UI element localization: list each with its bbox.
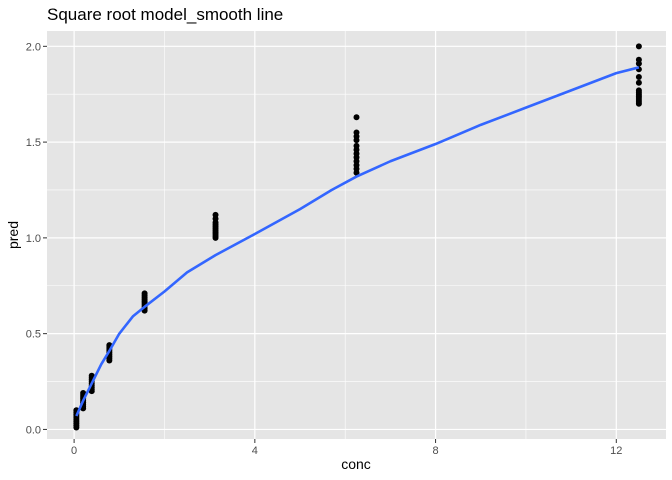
y-tick-label: 0.0 [26,424,41,436]
x-tick-label: 4 [252,445,258,457]
chart-title: Square root model_smooth line [47,5,283,24]
x-axis-ticks: 0 4 8 12 [71,439,622,457]
data-point [80,390,87,397]
data-point [353,142,360,149]
data-point [635,73,642,80]
data-point [635,79,642,86]
data-point [353,129,360,136]
x-tick-label: 12 [610,445,622,457]
plot-panel [47,31,666,439]
data-point [635,87,642,94]
y-tick-label: 1.0 [26,233,41,245]
data-point [635,56,642,63]
grid-minor [47,31,666,439]
smooth-line [75,66,640,417]
data-point [353,114,360,121]
data-point [635,43,642,50]
y-axis-ticks: 0.0 0.5 1.0 1.5 2.0 [26,41,47,436]
data-point [212,211,219,218]
x-axis-title: conc [341,456,371,472]
data-point [88,372,95,379]
y-axis-title: pred [5,221,21,249]
data-point [141,290,148,297]
y-tick-label: 2.0 [26,41,41,53]
y-tick-label: 1.5 [26,137,41,149]
grid-major [47,31,666,439]
x-tick-label: 0 [71,445,77,457]
x-tick-label: 8 [433,445,439,457]
y-tick-label: 0.5 [26,329,41,341]
